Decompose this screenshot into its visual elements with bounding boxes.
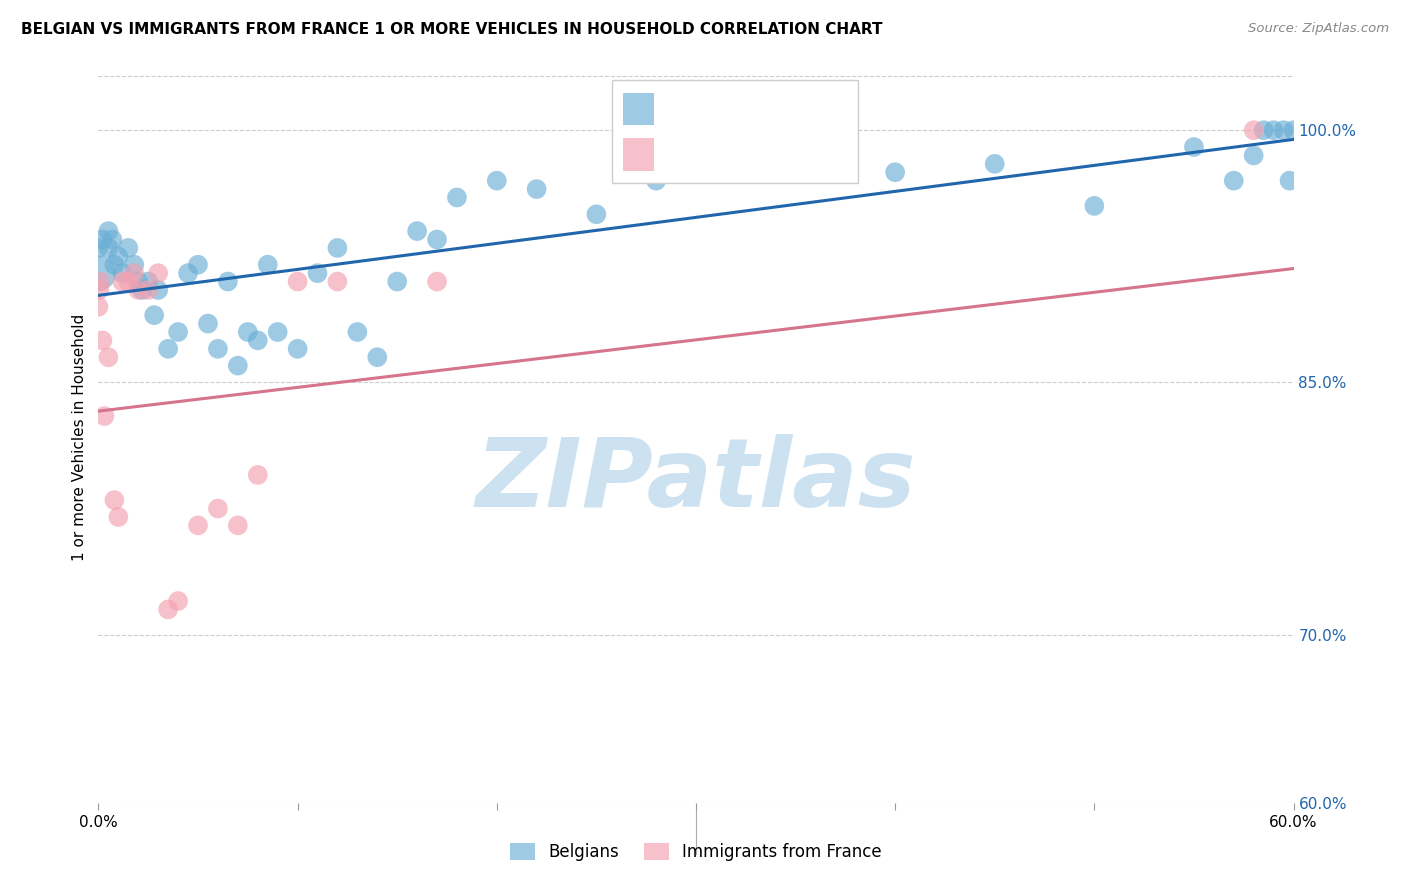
Point xyxy=(366,350,388,364)
Point xyxy=(124,258,146,272)
Point xyxy=(287,342,309,356)
Text: Source: ZipAtlas.com: Source: ZipAtlas.com xyxy=(1249,22,1389,36)
Point xyxy=(346,325,368,339)
Point xyxy=(256,258,278,272)
Point xyxy=(217,275,239,289)
Point xyxy=(124,266,146,280)
Point xyxy=(107,510,129,524)
Point xyxy=(97,350,120,364)
Text: R = 0.322   N = 30: R = 0.322 N = 30 xyxy=(666,147,831,162)
Point xyxy=(97,224,120,238)
Point xyxy=(246,467,269,482)
Point xyxy=(93,409,115,423)
Point xyxy=(117,275,139,289)
Text: ZIPatlas: ZIPatlas xyxy=(475,434,917,527)
Point xyxy=(91,233,114,247)
Point xyxy=(1278,174,1301,188)
Point xyxy=(984,157,1007,171)
Point xyxy=(101,233,124,247)
Point xyxy=(148,283,170,297)
Point xyxy=(226,518,249,533)
Point xyxy=(197,317,219,331)
Point xyxy=(326,241,349,255)
Point xyxy=(426,233,449,247)
Point xyxy=(148,266,170,280)
Point xyxy=(87,241,110,255)
Point xyxy=(187,258,209,272)
Point xyxy=(785,148,807,162)
Point xyxy=(1182,140,1205,154)
Point xyxy=(136,283,159,297)
Point xyxy=(1243,123,1265,137)
Point xyxy=(1263,123,1285,137)
Point xyxy=(1282,123,1305,137)
Point xyxy=(136,275,159,289)
Text: BELGIAN VS IMMIGRANTS FROM FRANCE 1 OR MORE VEHICLES IN HOUSEHOLD CORRELATION CH: BELGIAN VS IMMIGRANTS FROM FRANCE 1 OR M… xyxy=(21,22,883,37)
Point xyxy=(87,300,110,314)
Point xyxy=(1083,199,1105,213)
Point xyxy=(97,241,120,255)
Legend: Belgians, Immigrants from France: Belgians, Immigrants from France xyxy=(503,836,889,868)
Point xyxy=(127,275,149,289)
Point xyxy=(117,241,139,255)
Point xyxy=(131,283,153,297)
Point xyxy=(385,275,409,289)
Point xyxy=(226,359,249,373)
Point xyxy=(103,258,125,272)
Point xyxy=(87,266,110,280)
Point xyxy=(177,266,200,280)
Text: R = 0.536   N = 53: R = 0.536 N = 53 xyxy=(666,102,831,117)
Point xyxy=(287,275,309,289)
Y-axis label: 1 or more Vehicles in Household: 1 or more Vehicles in Household xyxy=(72,313,87,561)
Point xyxy=(307,266,329,280)
Point xyxy=(1243,148,1265,162)
Point xyxy=(167,325,190,339)
Point xyxy=(236,325,259,339)
Point xyxy=(645,174,668,188)
Point xyxy=(157,342,180,356)
Point xyxy=(526,182,548,196)
Point xyxy=(1223,174,1246,188)
Point xyxy=(326,275,349,289)
Point xyxy=(143,308,166,322)
Point xyxy=(103,493,125,508)
Point xyxy=(89,275,111,289)
Point xyxy=(91,334,114,348)
Point xyxy=(111,275,134,289)
Point xyxy=(246,334,269,348)
Point xyxy=(111,266,134,280)
Point xyxy=(127,283,149,297)
Point xyxy=(1253,123,1275,137)
Point xyxy=(485,174,508,188)
Point xyxy=(446,190,468,204)
Point xyxy=(426,275,449,289)
Point xyxy=(187,518,209,533)
Point xyxy=(1272,123,1295,137)
Point xyxy=(685,157,707,171)
Point xyxy=(207,501,229,516)
Point xyxy=(585,207,607,221)
Point xyxy=(89,283,111,297)
Point xyxy=(167,594,190,608)
Point xyxy=(406,224,429,238)
Point xyxy=(107,249,129,263)
Point xyxy=(207,342,229,356)
Point xyxy=(884,165,907,179)
Point xyxy=(157,602,180,616)
Point xyxy=(267,325,290,339)
